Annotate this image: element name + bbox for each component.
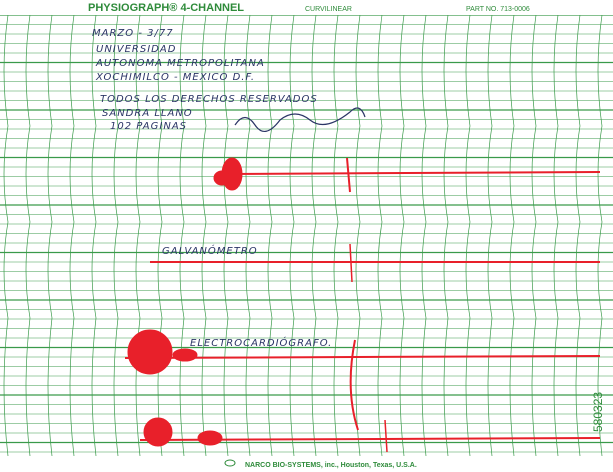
- header-part-no: PART NO. 713-0006: [466, 6, 530, 13]
- note-pages: 102 PAGINAS: [110, 121, 187, 132]
- channel-label: GALVANÓMETRO: [162, 244, 258, 257]
- note-line: TODOS LOS DERECHOS RESERVADOS: [100, 94, 318, 105]
- footer: NARCO BIO-SYSTEMS, inc., Houston, Texas,…: [245, 462, 417, 469]
- serial-number: 580323: [591, 392, 605, 432]
- note-line: AUTONOMA METROPOLITANA: [95, 58, 265, 69]
- header-title: PHYSIOGRAPH® 4-CHANNEL: [88, 2, 244, 14]
- note-line: XOCHIMILCO - MEXICO D.F.: [95, 72, 255, 83]
- note-author: SANDRA LLANO: [102, 108, 193, 119]
- note-date: MARZO - 3/77: [92, 28, 174, 39]
- header-type: CURVILINEAR: [305, 6, 352, 13]
- note-line: UNIVERSIDAD: [96, 44, 176, 55]
- chart-paper: PHYSIOGRAPH® 4-CHANNEL CURVILINEAR PART …: [0, 0, 613, 472]
- channel-label: ELECTROCARDIÓGRAFO.: [190, 336, 332, 349]
